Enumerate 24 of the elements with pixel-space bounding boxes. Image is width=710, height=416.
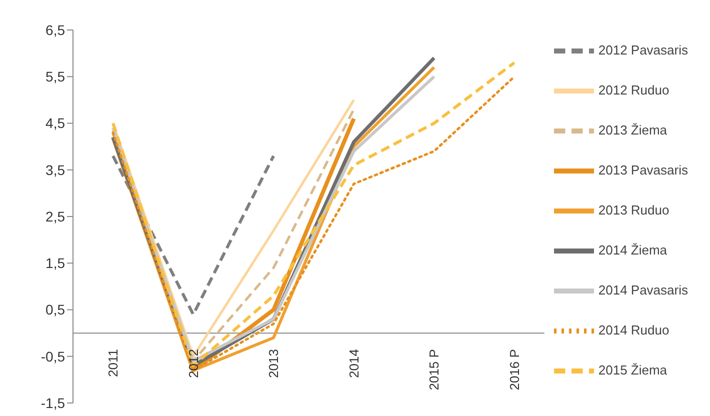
- x-tick-label: 2016 P: [506, 349, 522, 390]
- y-tick-label: 5,5: [46, 68, 66, 85]
- legend-label: 2013 Ruduo: [598, 202, 670, 217]
- y-tick-label: 2,5: [46, 208, 66, 224]
- legend-label: 2014 Žiema: [598, 242, 668, 257]
- legend-label: 2013 Pavasaris: [598, 162, 688, 177]
- y-tick-label: 4,5: [46, 115, 66, 132]
- legend-label: 2014 Pavasaris: [598, 282, 688, 297]
- y-tick-label: 1,5: [46, 255, 66, 272]
- y-tick-label: 3,5: [46, 162, 66, 178]
- legend-label: 2012 Pavasaris: [598, 42, 688, 57]
- y-tick-label: -1,5: [40, 394, 66, 411]
- legend-label: 2012 Ruduo: [598, 82, 670, 97]
- x-tick-label: 2015 P: [426, 349, 442, 390]
- legend-label: 2014 Ruduo: [598, 322, 670, 337]
- legend-label: 2013 Žiema: [598, 122, 668, 137]
- x-tick-label: 2014: [346, 349, 362, 378]
- y-tick-label: -0,5: [40, 348, 66, 364]
- x-tick-label: 2012: [186, 349, 201, 378]
- x-tick-label: 2011: [106, 349, 120, 378]
- x-tick-label: 2013: [266, 349, 282, 378]
- y-tick-label: 6,5: [46, 22, 66, 38]
- legend-label: 2015 Žiema: [598, 362, 668, 377]
- y-tick-label: 0,5: [46, 302, 66, 318]
